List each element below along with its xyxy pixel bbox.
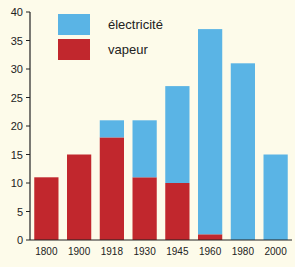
y-tick-label: 35 xyxy=(11,35,23,47)
y-tick xyxy=(26,12,30,13)
y-tick xyxy=(26,154,30,155)
x-axis xyxy=(30,239,292,240)
x-tick-label: 1930 xyxy=(134,246,157,257)
chart: 0 5 10 15 20 25 30 35 40 1800 1900 1918 1930 1945 1960… xyxy=(0,0,295,267)
x-tick-label: 1960 xyxy=(199,246,222,257)
y-tick xyxy=(26,40,30,41)
x-tick-label: 1945 xyxy=(166,246,189,257)
y-tick-label: 0 xyxy=(17,234,23,246)
x-tick-label: 1900 xyxy=(68,246,91,257)
bar xyxy=(67,154,91,155)
bar xyxy=(67,155,91,241)
x-tick-label: 1800 xyxy=(35,246,58,257)
bar xyxy=(165,183,189,240)
y-tick-label: 30 xyxy=(11,63,23,75)
y-tick xyxy=(26,183,30,184)
bar xyxy=(34,177,58,240)
y-tick-label: 15 xyxy=(11,149,23,161)
bar xyxy=(133,177,157,240)
legend-label: vapeur xyxy=(108,42,148,57)
legend-label: électricité xyxy=(108,17,163,32)
bar xyxy=(34,177,58,178)
bar xyxy=(231,63,255,240)
y-tick xyxy=(26,211,30,212)
bar xyxy=(100,137,124,240)
legend-swatch xyxy=(58,14,90,35)
y-tick xyxy=(26,97,30,98)
y-tick xyxy=(26,69,30,70)
bars xyxy=(34,29,287,240)
y-tick-label: 10 xyxy=(11,177,23,189)
legend-swatch xyxy=(58,39,90,60)
x-tick-label: 1918 xyxy=(101,246,124,257)
bar xyxy=(198,234,222,240)
y-tick-label: 5 xyxy=(17,206,23,218)
y-tick xyxy=(26,126,30,127)
y-tick xyxy=(26,240,30,241)
x-tick-label: 1980 xyxy=(232,246,255,257)
y-tick-label: 25 xyxy=(11,92,23,104)
y-tick-label: 20 xyxy=(11,120,23,132)
bar xyxy=(198,29,222,234)
bar xyxy=(100,120,124,137)
x-tick-label: 2000 xyxy=(265,246,288,257)
y-tick-label: 40 xyxy=(11,6,23,18)
bar xyxy=(165,86,189,183)
bar xyxy=(133,120,157,177)
bar xyxy=(264,155,288,241)
